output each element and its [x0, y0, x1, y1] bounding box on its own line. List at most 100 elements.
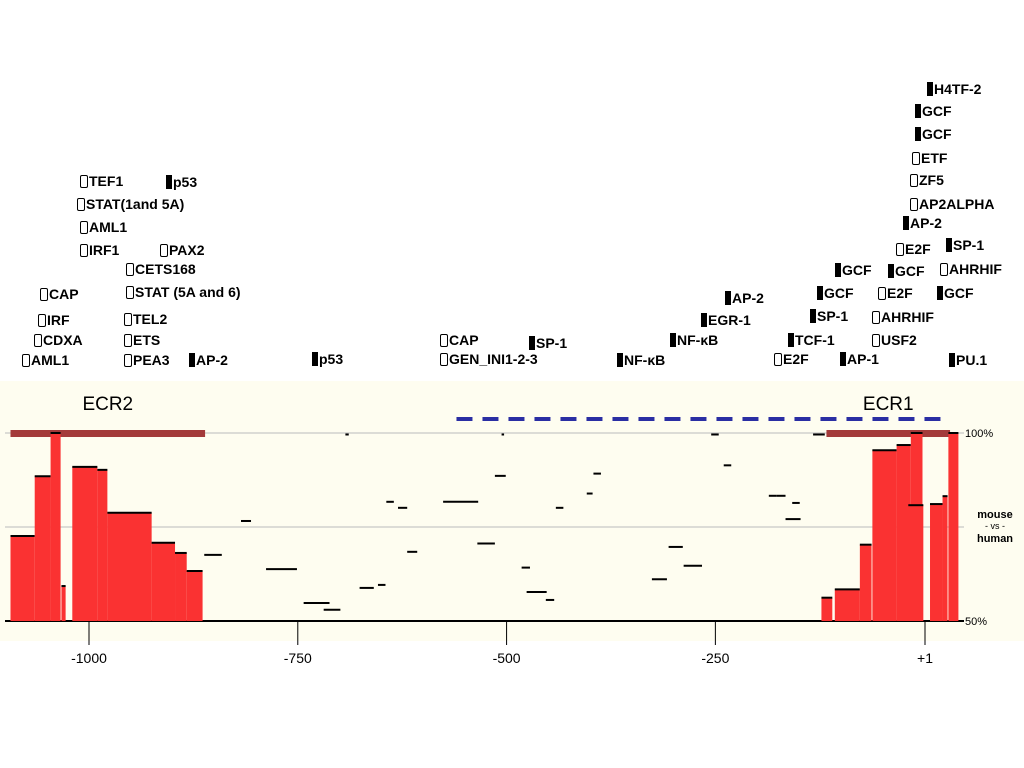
- tf-label-text: GCF: [922, 126, 952, 142]
- tf-label: AP-2: [189, 352, 228, 368]
- tf-label-text: GCF: [842, 262, 872, 278]
- conserved-block: [834, 589, 860, 621]
- tf-label-text: TCF-1: [795, 332, 835, 348]
- x-tick-label: -500: [493, 650, 521, 666]
- tf-label: H4TF-2: [927, 81, 981, 97]
- tf-label: AHRHIF: [872, 309, 934, 325]
- tf-label-text: E2F: [905, 241, 931, 257]
- open-site-marker-icon: [22, 354, 30, 367]
- solid-site-marker-icon: [888, 264, 894, 278]
- tf-label: EGR-1: [701, 312, 751, 328]
- y-tick-label: 50%: [965, 616, 987, 628]
- open-site-marker-icon: [872, 334, 880, 347]
- tf-label-text: AML1: [31, 352, 70, 368]
- tf-label: GCF: [835, 262, 872, 278]
- x-tick-label: +1: [917, 650, 933, 666]
- tf-label: AP2ALPHA: [910, 196, 994, 212]
- tf-label: SP-1: [946, 237, 984, 253]
- conserved-block: [10, 536, 35, 621]
- conserved-block: [97, 469, 108, 621]
- solid-site-marker-icon: [725, 291, 731, 305]
- tf-label-text: CETS168: [135, 261, 196, 277]
- open-site-marker-icon: [912, 152, 920, 165]
- tf-label-text: PU.1: [956, 352, 988, 368]
- solid-site-marker-icon: [915, 127, 921, 141]
- open-site-marker-icon: [774, 353, 782, 366]
- open-site-marker-icon: [440, 334, 448, 347]
- tf-label-text: PEA3: [133, 352, 170, 368]
- side-label-human: human: [977, 533, 1013, 545]
- tf-label-text: CAP: [49, 286, 79, 302]
- solid-site-marker-icon: [927, 82, 933, 96]
- side-label-mouse: mouse: [977, 509, 1012, 521]
- conserved-block-layer: [10, 432, 959, 621]
- tf-label-text: TEF1: [89, 173, 124, 189]
- open-site-marker-icon: [940, 263, 948, 276]
- tf-label-text: GCF: [944, 285, 974, 301]
- tf-label: AP-1: [840, 351, 879, 367]
- open-site-marker-icon: [34, 334, 42, 347]
- open-site-marker-icon: [872, 311, 880, 324]
- tf-label: STAT(1and 5A): [77, 196, 184, 212]
- tf-label-text: ZF5: [919, 172, 944, 188]
- tf-label: ETS: [124, 332, 160, 348]
- conserved-block: [72, 466, 98, 621]
- x-axis: -1000 -750 -500 -250 +1: [71, 621, 933, 666]
- tf-label: GCF: [915, 103, 952, 119]
- ecr-region-layer: ECR2 ECR1: [10, 394, 951, 437]
- tf-label-text: E2F: [887, 285, 913, 301]
- tf-label-text: STAT (5A and 6): [135, 284, 241, 300]
- tf-label: ZF5: [910, 172, 944, 188]
- tf-label-text: p53: [173, 174, 198, 190]
- open-site-marker-icon: [38, 314, 46, 327]
- tf-label-text: NF-κB: [624, 352, 666, 368]
- tf-label: GCF: [915, 126, 952, 142]
- open-site-marker-icon: [77, 198, 85, 211]
- solid-site-marker-icon: [166, 175, 172, 189]
- conserved-block: [34, 476, 51, 621]
- tf-label-text: PAX2: [169, 242, 205, 258]
- tf-label: CAP: [440, 332, 479, 348]
- open-site-marker-icon: [896, 243, 904, 256]
- ecr-region-bar-ecr2: [10, 430, 206, 437]
- open-site-marker-icon: [878, 287, 886, 300]
- open-site-marker-icon: [160, 244, 168, 257]
- conserved-block: [186, 570, 203, 621]
- tf-label-text: SP-1: [953, 237, 985, 253]
- tf-label-text: ETF: [921, 150, 948, 166]
- tf-label-text: E2F: [783, 351, 809, 367]
- tf-label: AP-2: [725, 290, 764, 306]
- solid-site-marker-icon: [835, 263, 841, 277]
- conserved-block: [872, 450, 897, 621]
- tf-label-text: CAP: [449, 332, 479, 348]
- tf-label: PEA3: [124, 352, 170, 368]
- tf-label: SP-1: [810, 308, 848, 324]
- tf-label-text: AHRHIF: [881, 309, 934, 325]
- tf-label: CDXA: [34, 332, 83, 348]
- conserved-block: [151, 542, 176, 621]
- solid-site-marker-icon: [946, 238, 952, 252]
- tf-label-text: AP-1: [847, 351, 879, 367]
- tf-label: NF-κB: [617, 352, 665, 368]
- tf-label-text: NF-κB: [677, 332, 719, 348]
- open-site-marker-icon: [124, 334, 132, 347]
- open-site-marker-icon: [126, 263, 134, 276]
- solid-site-marker-icon: [617, 353, 623, 367]
- ecr-label-ecr2: ECR2: [82, 394, 133, 415]
- conserved-block: [908, 505, 924, 621]
- conserved-block: [859, 544, 872, 621]
- tf-label: CAP: [40, 286, 79, 302]
- y-axis-labels: 100% 50%: [965, 428, 993, 628]
- conserved-block: [942, 496, 948, 621]
- tf-label: E2F: [896, 241, 931, 257]
- ecr-label-ecr1: ECR1: [863, 394, 914, 415]
- tf-label: SP-1: [529, 335, 567, 351]
- solid-site-marker-icon: [189, 353, 195, 367]
- conserved-block: [107, 512, 152, 621]
- tf-label-text: EGR-1: [708, 312, 751, 328]
- open-site-marker-icon: [80, 244, 88, 257]
- tf-label: IRF1: [80, 242, 119, 258]
- solid-site-marker-icon: [840, 352, 846, 366]
- open-site-marker-icon: [40, 288, 48, 301]
